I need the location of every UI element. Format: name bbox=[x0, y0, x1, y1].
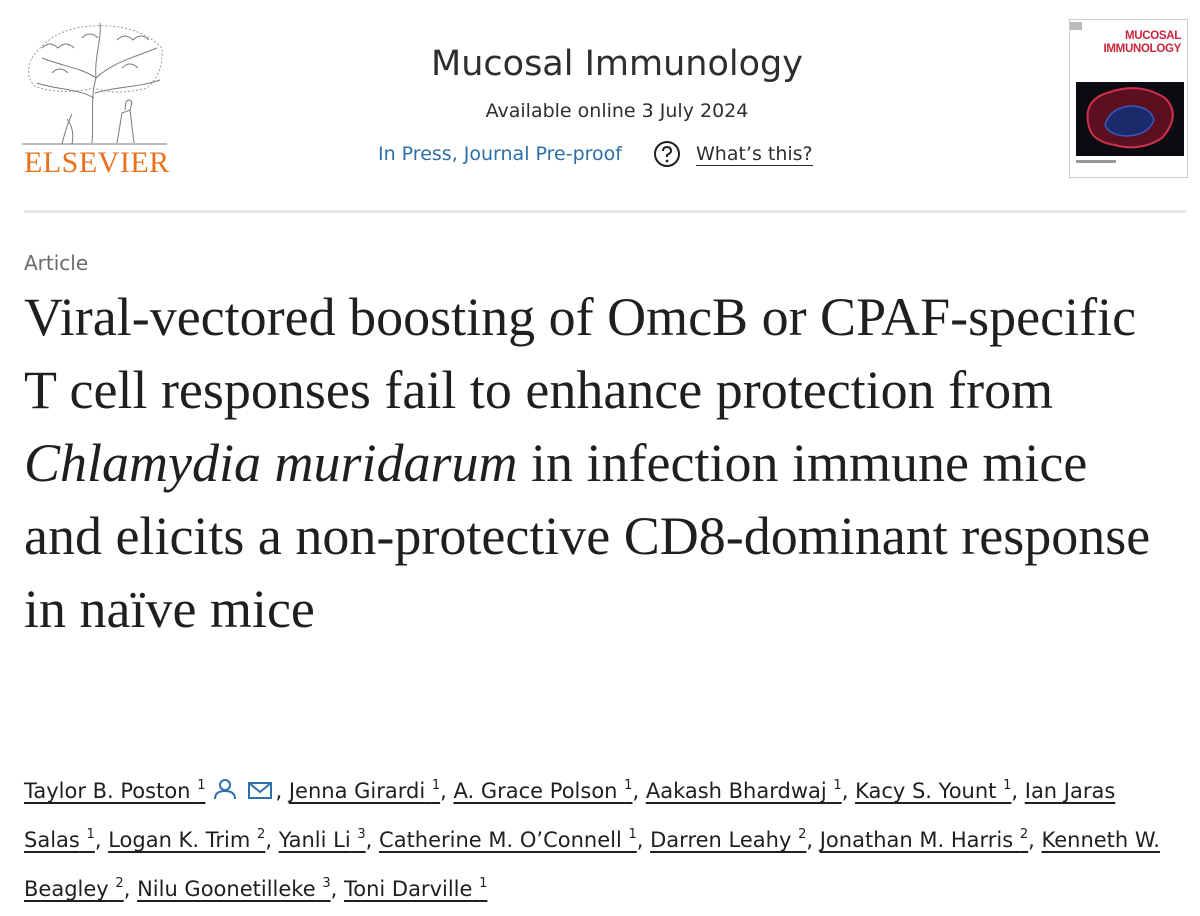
separator: , bbox=[94, 828, 102, 852]
author-name: Darren Leahy bbox=[650, 828, 792, 852]
author-affiliation: 3 bbox=[357, 827, 366, 842]
separator: , bbox=[1011, 779, 1019, 803]
author-name: Kenneth W. Beagley bbox=[24, 828, 1160, 901]
publisher-name: ELSEVIER bbox=[24, 146, 170, 179]
author-affiliation: 1 bbox=[197, 778, 206, 793]
journal-title[interactable]: Mucosal Immunology bbox=[431, 44, 803, 84]
available-date: Available online 3 July 2024 bbox=[485, 100, 749, 122]
author-affiliation: 3 bbox=[322, 876, 331, 891]
author-list: Taylor B. Poston 1, Jenna Girardi 1, A. … bbox=[24, 764, 1184, 911]
author-affiliation: 1 bbox=[624, 778, 633, 793]
journal-cover[interactable]: MUCOSAL IMMUNOLOGY bbox=[1069, 19, 1188, 178]
author[interactable]: Toni Darville 1 bbox=[343, 876, 488, 901]
author[interactable]: Nilu Goonetilleke 3 bbox=[137, 876, 331, 901]
separator: , bbox=[123, 877, 131, 901]
title-text: Viral-vectored boosting of OmcB or CPAF-… bbox=[24, 287, 1137, 420]
author-affiliation: 2 bbox=[1019, 827, 1029, 842]
divider bbox=[24, 210, 1186, 213]
author-affiliation: 2 bbox=[115, 876, 124, 891]
author[interactable]: Jonathan M. Harris 2 bbox=[819, 827, 1029, 852]
author-affiliation: 1 bbox=[431, 778, 441, 793]
author-name: Logan K. Trim bbox=[108, 828, 251, 852]
separator: , bbox=[365, 828, 373, 852]
author-affiliation: 2 bbox=[798, 827, 807, 842]
author[interactable]: Jenna Girardi 1 bbox=[288, 778, 441, 803]
status-line: In Press, Journal Pre-proof What’s this? bbox=[378, 140, 813, 168]
author-name: Jonathan M. Harris bbox=[819, 828, 1014, 852]
author-name: Nilu Goonetilleke bbox=[137, 877, 316, 901]
author-name: Taylor B. Poston bbox=[24, 779, 191, 803]
author-name: Aakash Bhardwaj bbox=[645, 779, 827, 803]
separator: , bbox=[1028, 828, 1035, 852]
title-text: in infection immune mice and elicits a n… bbox=[24, 433, 1151, 639]
separator: , bbox=[265, 828, 272, 852]
help-link[interactable]: What’s this? bbox=[695, 142, 813, 166]
separator: , bbox=[841, 779, 849, 803]
status-link[interactable]: In Press, Journal Pre-proof bbox=[378, 143, 622, 165]
cover-image bbox=[1070, 22, 1184, 163]
help-icon[interactable] bbox=[652, 140, 682, 168]
publisher-logo bbox=[22, 22, 167, 145]
author[interactable]: Yanli Li 3 bbox=[278, 827, 366, 852]
author[interactable]: Logan K. Trim 2 bbox=[108, 827, 266, 852]
author[interactable]: Darren Leahy 2 bbox=[650, 827, 807, 852]
author[interactable]: Aakash Bhardwaj 1 bbox=[645, 778, 842, 803]
separator: , bbox=[330, 877, 338, 901]
author-affiliation: 1 bbox=[86, 827, 95, 842]
author-name: Catherine M. O’Connell bbox=[379, 828, 622, 852]
author-name: A. Grace Polson bbox=[453, 779, 618, 803]
author-affiliation: 1 bbox=[479, 876, 488, 891]
author-affiliation: 2 bbox=[257, 827, 266, 842]
cover-title: IMMUNOLOGY bbox=[1103, 43, 1182, 55]
author[interactable]: Kenneth W. Beagley 2 bbox=[24, 828, 1160, 901]
separator: , bbox=[275, 779, 283, 803]
article-type: Article bbox=[24, 251, 89, 275]
author-affiliation: 1 bbox=[833, 778, 842, 793]
author[interactable]: Taylor B. Poston 1 bbox=[24, 778, 206, 803]
separator: , bbox=[632, 779, 640, 803]
author-affiliation: 1 bbox=[628, 827, 637, 842]
separator: , bbox=[806, 828, 814, 852]
cover-title: MUCOSAL bbox=[1124, 30, 1181, 42]
title-species: Chlamydia muridarum bbox=[24, 433, 518, 493]
author[interactable]: Kacy S. Yount 1 bbox=[855, 778, 1012, 803]
author-name: Kacy S. Yount bbox=[855, 779, 997, 803]
author-icons[interactable] bbox=[213, 778, 275, 802]
separator: , bbox=[636, 828, 644, 852]
separator: , bbox=[440, 779, 447, 803]
author[interactable]: Catherine M. O’Connell 1 bbox=[379, 827, 637, 852]
author-affiliation: 1 bbox=[1003, 778, 1012, 793]
author-name: Toni Darville bbox=[343, 877, 473, 901]
author-name: Yanli Li bbox=[278, 828, 351, 852]
article-title: Viral-vectored boosting of OmcB or CPAF-… bbox=[24, 281, 1174, 646]
author-name: Jenna Girardi bbox=[288, 779, 426, 803]
author-name: Ian Jaras Salas bbox=[24, 779, 1116, 852]
author[interactable]: A. Grace Polson 1 bbox=[453, 778, 633, 803]
author[interactable]: Ian Jaras Salas 1 bbox=[24, 779, 1115, 852]
